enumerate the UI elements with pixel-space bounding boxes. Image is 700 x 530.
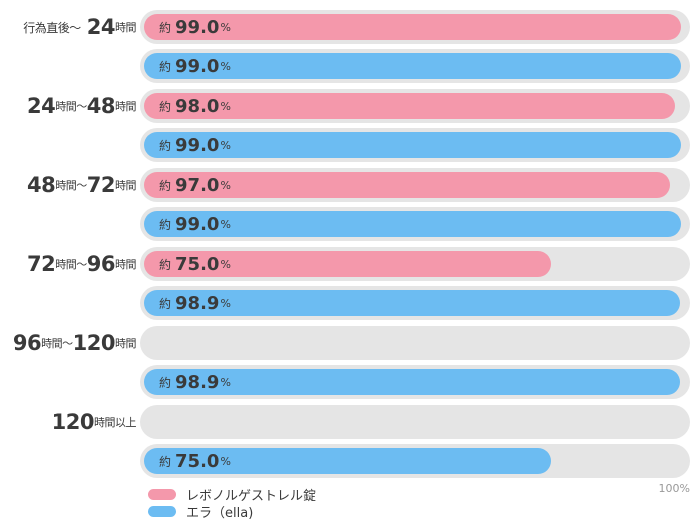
- value-number: 98.9: [175, 292, 220, 314]
- value-number: 99.0: [175, 55, 220, 77]
- value-label-ella: 約 99.0%: [159, 132, 231, 158]
- legend-item-ella: エラ（ella): [148, 503, 316, 521]
- value-label-levonorgestrel: 約 75.0%: [159, 251, 231, 277]
- value-prefix: 約: [159, 296, 172, 311]
- bar-ella: [144, 448, 551, 474]
- bar-levonorgestrel: [144, 93, 675, 119]
- value-label-levonorgestrel: 約 99.0%: [159, 14, 231, 40]
- value-unit: %: [220, 178, 231, 192]
- row-label-part: 24: [27, 94, 56, 118]
- bar-track-levonorgestrel: [140, 405, 690, 439]
- chart-legend: レボノルゲストレル錠 エラ（ella): [148, 486, 317, 521]
- bar-track-levonorgestrel: [140, 326, 690, 360]
- row-label: 96 時間〜 120 時間: [0, 326, 137, 360]
- bar-ella: [144, 53, 681, 79]
- row-label: 行為直後〜 24 時間: [0, 10, 136, 44]
- bar-ella: [144, 132, 681, 158]
- legend-item-levonorgestrel: レボノルゲストレル錠: [148, 486, 317, 504]
- row-label-part: 時間〜: [41, 337, 73, 350]
- value-prefix: 約: [159, 138, 172, 153]
- value-unit: %: [220, 454, 231, 468]
- value-unit: %: [220, 257, 231, 271]
- legend-swatch-levonorgestrel: [148, 489, 176, 500]
- value-label-ella: 約 98.9%: [159, 369, 231, 395]
- axis-max-label: 100%: [658, 482, 690, 495]
- value-prefix: 約: [159, 59, 172, 74]
- value-unit: %: [220, 59, 231, 73]
- value-number: 75.0: [175, 450, 220, 472]
- legend-swatch-ella: [148, 506, 176, 517]
- legend-label-levonorgestrel: レボノルゲストレル錠: [186, 489, 317, 504]
- value-number: 75.0: [175, 253, 220, 275]
- row-label-part: 時間: [115, 21, 137, 34]
- bar-levonorgestrel: [144, 251, 551, 277]
- value-prefix: 約: [159, 454, 172, 469]
- efficacy-bar-chart: 行為直後〜 24 時間約 99.0% 約 99.0% 24 時間〜 48 時間約 98.0% 約 99.…: [0, 10, 690, 478]
- legend-label-ella: エラ（ella): [186, 506, 254, 521]
- value-unit: %: [220, 99, 231, 113]
- row-label-part: 時間: [115, 179, 137, 192]
- value-unit: %: [220, 375, 231, 389]
- row-label: 120 時間以上: [0, 405, 137, 439]
- value-prefix: 約: [159, 20, 172, 35]
- value-number: 97.0: [175, 174, 220, 196]
- row-label-part: 96: [12, 331, 42, 355]
- value-label-ella: 約 75.0%: [159, 448, 231, 474]
- bar-ella: [144, 290, 680, 316]
- value-prefix: 約: [159, 257, 172, 272]
- bar-levonorgestrel: [144, 14, 681, 40]
- value-label-ella: 約 99.0%: [159, 211, 231, 237]
- row-label-part: 時間: [115, 337, 137, 350]
- value-prefix: 約: [159, 99, 172, 114]
- row-label-part: 72: [86, 173, 116, 197]
- row-label: 48 時間〜 72 時間: [0, 168, 136, 202]
- value-label-ella: 約 98.9%: [159, 290, 231, 316]
- value-label-ella: 約 99.0%: [159, 53, 231, 79]
- row-label-part: 時間: [115, 258, 137, 271]
- row-label-part: 120: [51, 410, 95, 434]
- value-number: 98.0: [175, 95, 220, 117]
- bar-ella: [144, 369, 680, 395]
- row-label-part: 96: [86, 252, 116, 276]
- row-label: 72 時間〜 96 時間: [0, 247, 136, 281]
- row-label-part: 時間: [115, 100, 137, 113]
- row-label-part: 時間〜: [55, 179, 87, 192]
- value-number: 99.0: [175, 134, 220, 156]
- value-unit: %: [220, 296, 231, 310]
- value-number: 98.9: [175, 371, 220, 393]
- value-unit: %: [220, 20, 231, 34]
- value-prefix: 約: [159, 375, 172, 390]
- row-label: 24 時間〜 48 時間: [0, 89, 136, 123]
- value-prefix: 約: [159, 178, 172, 193]
- value-unit: %: [220, 217, 231, 231]
- value-unit: %: [220, 138, 231, 152]
- row-label-part: 120: [72, 331, 116, 355]
- row-label-part: 24: [86, 15, 116, 39]
- row-label-part: 72: [27, 252, 56, 276]
- value-number: 99.0: [175, 16, 220, 38]
- bar-ella: [144, 211, 681, 237]
- row-label-part: 48: [27, 173, 56, 197]
- value-label-levonorgestrel: 約 97.0%: [159, 172, 231, 198]
- row-label-part: 行為直後〜: [23, 20, 81, 35]
- row-label-part: 時間〜: [55, 100, 87, 113]
- value-label-levonorgestrel: 約 98.0%: [159, 93, 231, 119]
- value-number: 99.0: [175, 213, 220, 235]
- row-label-part: 時間以上: [94, 416, 137, 429]
- row-label-part: 48: [86, 94, 116, 118]
- value-prefix: 約: [159, 217, 172, 232]
- bar-levonorgestrel: [144, 172, 670, 198]
- row-label-part: 時間〜: [55, 258, 87, 271]
